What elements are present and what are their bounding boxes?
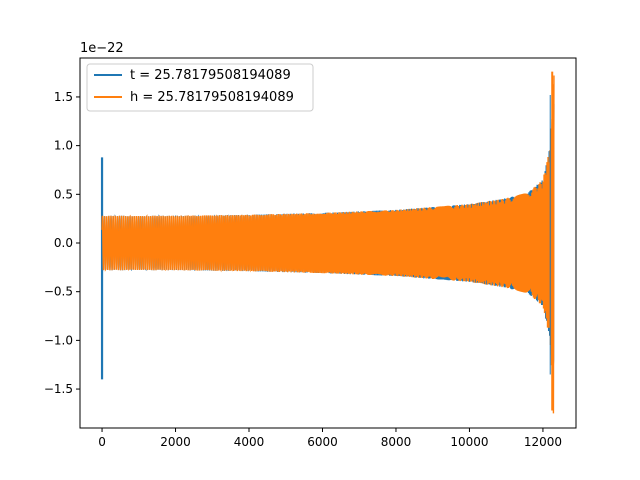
series-2-line	[101, 75, 555, 414]
legend-label-series-1: t = 25.78179508194089	[130, 68, 291, 83]
y-tick-label-1: 1.0	[54, 139, 73, 153]
x-tick-label-3: 6000	[307, 435, 338, 449]
x-tick-label-2: 4000	[234, 435, 265, 449]
y-tick-label-6: −1.5	[44, 382, 73, 396]
y-tick-label-3: 0.0	[54, 236, 73, 250]
x-tick-label-0: 0	[98, 435, 106, 449]
x-tick-label-1: 2000	[160, 435, 191, 449]
x-tick-label-6: 12000	[524, 435, 562, 449]
y-tick-label-0: 1.5	[54, 90, 73, 104]
legend: t = 25.78179508194089 h = 25.78179508194…	[86, 63, 314, 112]
legend-box	[86, 63, 314, 112]
legend-label-series-2: h = 25.78179508194089	[130, 90, 294, 105]
y-tick-label-5: −1.0	[44, 333, 73, 347]
x-tick-label-5: 10000	[450, 435, 488, 449]
x-axis-ticks: 0 2000 4000 6000 8000 10000 12000	[98, 428, 562, 449]
x-tick-label-4: 8000	[381, 435, 412, 449]
y-axis-ticks: 1.5 1.0 0.5 0.0 −0.5 −1.0 −1.5	[44, 90, 80, 396]
y-tick-label-2: 0.5	[54, 187, 73, 201]
plot-series-group	[100, 71, 555, 414]
y-offset-text: 1e−22	[80, 41, 124, 56]
y-tick-label-4: −0.5	[44, 285, 73, 299]
